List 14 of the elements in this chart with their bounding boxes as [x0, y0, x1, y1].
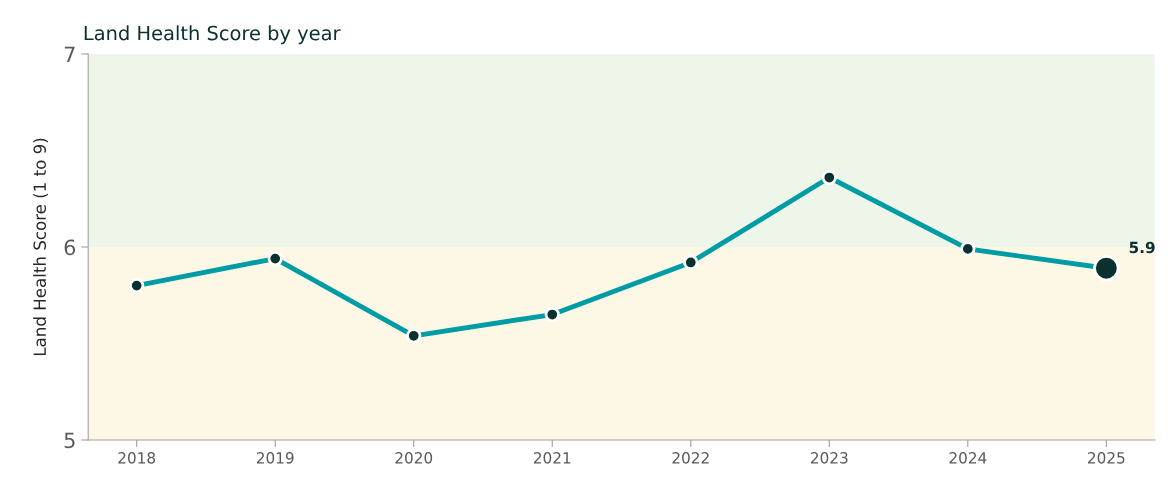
x-tick-label: 2018 [118, 452, 156, 464]
x-tick-label: 2025 [1088, 452, 1125, 464]
y-tick-label: 6 [64, 239, 76, 256]
y-axis-title: Land Health Score (1 to 9) [33, 138, 48, 356]
x-tick-label: 2022 [672, 452, 709, 464]
x-tick-label: 2020 [395, 452, 433, 464]
x-tick-label: 2024 [949, 452, 987, 464]
x-tick-label: 2023 [810, 452, 848, 464]
x-tick-label: 2019 [256, 452, 294, 464]
y-tick-label: 5 [64, 432, 75, 449]
y-tick-label: 7 [64, 46, 75, 62]
x-tick-label: 2021 [533, 452, 571, 464]
chart-title: Land Health Score by year [84, 25, 341, 45]
data-label: 5.9 [1129, 241, 1155, 254]
